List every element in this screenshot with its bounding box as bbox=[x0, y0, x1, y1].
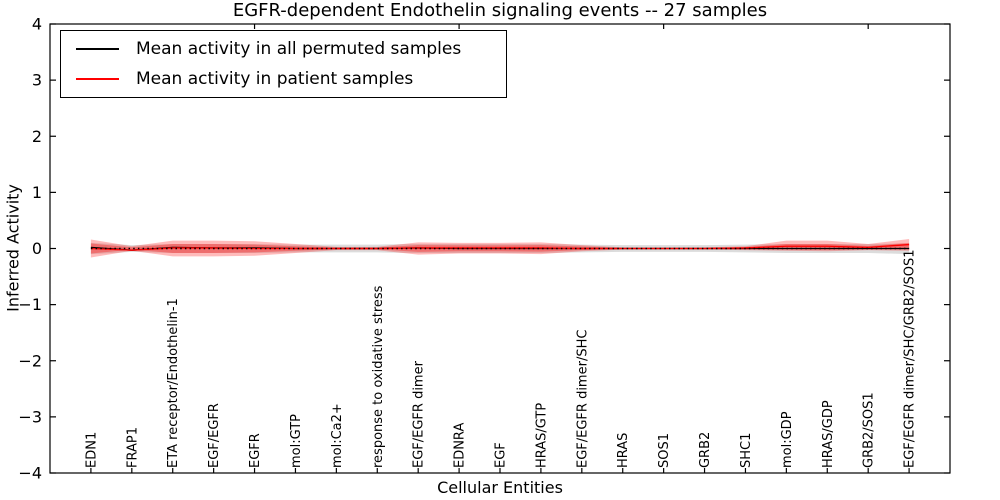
y-tick-label: 3 bbox=[32, 71, 42, 90]
x-tick-label: HRAS/GTP bbox=[534, 403, 549, 468]
y-tick-label: 1 bbox=[32, 183, 42, 202]
x-tick-label: GRB2 bbox=[698, 432, 713, 468]
x-tick-label: EGF/EGFR dimer/SHC bbox=[575, 330, 590, 468]
x-tick-label: mol:GDP bbox=[780, 411, 795, 468]
y-tick-label: 0 bbox=[32, 239, 42, 258]
x-tick-label: EDN1 bbox=[84, 432, 99, 468]
x-tick-label: EGF/EGFR dimer/SHC/GRB2/SOS1 bbox=[903, 250, 918, 468]
legend-line-swatch-red bbox=[76, 78, 119, 80]
x-axis-label: Cellular Entities bbox=[437, 478, 563, 497]
x-tick-label: SOS1 bbox=[657, 433, 672, 468]
legend: Mean activity in all permuted samples Me… bbox=[60, 30, 507, 98]
y-tick-label: −1 bbox=[18, 295, 42, 314]
x-tick-label: EDNRA bbox=[453, 423, 468, 468]
y-axis-label: Inferred Activity bbox=[3, 184, 23, 312]
x-tick-label: EGFR bbox=[248, 433, 263, 468]
y-tick-label: −3 bbox=[18, 407, 42, 426]
y-tick-label: 2 bbox=[32, 127, 42, 146]
x-tick-label: SHC1 bbox=[739, 433, 754, 468]
x-tick-label: mol:GTP bbox=[289, 414, 304, 468]
x-tick-label: GRB2/SOS1 bbox=[862, 392, 877, 468]
legend-label: Mean activity in patient samples bbox=[136, 69, 414, 89]
legend-line-swatch-black bbox=[76, 48, 119, 50]
chart-title: EGFR-dependent Endothelin signaling even… bbox=[232, 0, 768, 21]
x-tick-label: ETA receptor/Endothelin-1 bbox=[166, 298, 181, 468]
legend-entry-permuted: Mean activity in all permuted samples bbox=[61, 35, 506, 63]
x-tick-label: mol:Ca2+ bbox=[330, 403, 345, 468]
y-tick-label: −4 bbox=[18, 464, 42, 483]
x-tick-label: HRAS/GDP bbox=[821, 400, 836, 468]
legend-entry-patient: Mean activity in patient samples bbox=[61, 65, 506, 93]
legend-label: Mean activity in all permuted samples bbox=[136, 39, 462, 59]
x-tick-label: FRAP1 bbox=[125, 427, 140, 468]
x-tick-label: EGF bbox=[494, 442, 509, 468]
y-tick-label: 4 bbox=[32, 15, 42, 34]
x-tick-label: EGF/EGFR bbox=[207, 403, 222, 468]
x-tick-label: HRAS bbox=[616, 433, 631, 468]
y-tick-label: −2 bbox=[18, 351, 42, 370]
x-tick-label: response to oxidative stress bbox=[371, 285, 386, 468]
x-tick-label: EGF/EGFR dimer bbox=[412, 360, 427, 468]
